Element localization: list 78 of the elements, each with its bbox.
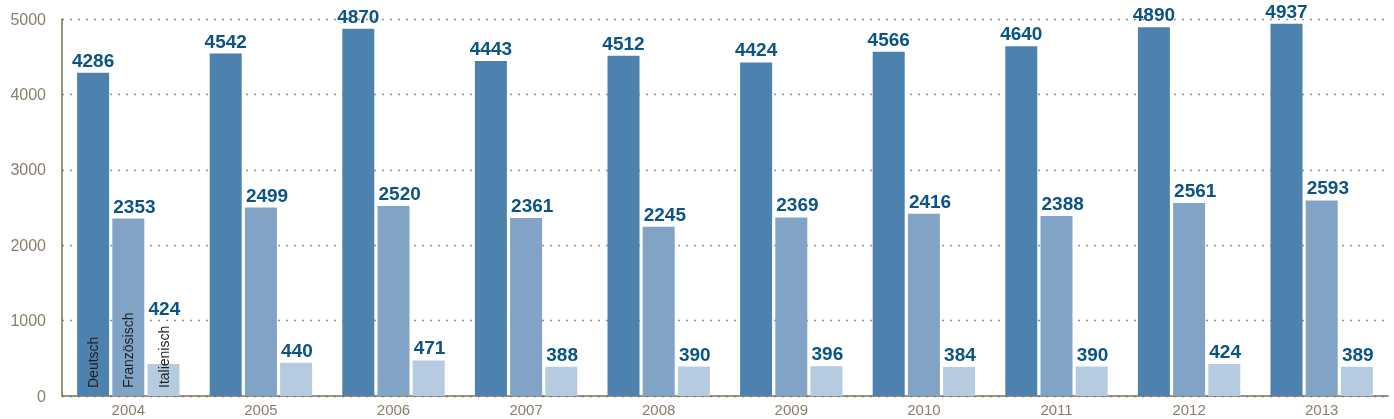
x-tick-label: 2004 <box>111 401 145 418</box>
data-label: 440 <box>281 339 313 361</box>
bar <box>642 226 675 396</box>
data-label: 4542 <box>204 30 247 52</box>
data-label: 4890 <box>1132 4 1176 26</box>
bar <box>607 55 640 396</box>
data-label: 390 <box>678 343 711 365</box>
bar <box>1270 23 1303 396</box>
data-label: 471 <box>413 337 446 359</box>
data-label: 2388 <box>1041 192 1084 214</box>
x-tick-label: 2007 <box>509 401 543 418</box>
bar <box>740 62 773 396</box>
y-tick-label: 2000 <box>10 236 47 254</box>
x-tick-label: 2013 <box>1305 401 1339 418</box>
series-label: Deutsch <box>85 336 102 388</box>
data-label: 424 <box>148 297 181 319</box>
data-label: 2369 <box>776 194 819 216</box>
bar <box>412 360 445 396</box>
bar <box>1173 202 1206 396</box>
bar <box>77 72 110 396</box>
data-label: 388 <box>546 343 578 365</box>
data-label: 4286 <box>71 49 115 71</box>
y-tick-label: 4000 <box>10 85 47 103</box>
bar <box>112 218 145 396</box>
data-label: 2416 <box>908 190 952 212</box>
data-label: 2520 <box>378 182 421 204</box>
bar <box>943 367 976 396</box>
data-label: 2245 <box>643 203 687 225</box>
bar <box>872 51 905 396</box>
data-label: 390 <box>1076 343 1109 365</box>
data-label: 2561 <box>1174 179 1217 201</box>
x-tick-label: 2006 <box>376 401 411 418</box>
bar <box>342 28 375 396</box>
x-tick-label: 2008 <box>642 401 676 418</box>
bar <box>1305 200 1338 396</box>
series-label: Französisch <box>120 312 137 388</box>
bar <box>377 205 410 396</box>
bar <box>677 366 710 396</box>
data-label: 4443 <box>469 38 513 59</box>
bar <box>280 362 313 396</box>
data-label: 2593 <box>1306 177 1349 199</box>
bar <box>1075 366 1108 396</box>
bar <box>775 217 808 396</box>
y-tick-label: 3000 <box>10 161 47 179</box>
bar <box>1208 364 1241 396</box>
data-label: 4566 <box>867 28 910 50</box>
x-tick-label: 2005 <box>244 401 278 418</box>
data-label: 4512 <box>602 32 645 54</box>
data-label: 2361 <box>511 194 554 216</box>
bar <box>810 366 843 396</box>
data-label: 4937 <box>1265 0 1308 22</box>
bar <box>209 53 242 396</box>
x-tick-label: 2009 <box>774 401 808 418</box>
y-tick-label: 5000 <box>10 10 47 28</box>
data-label: 384 <box>944 344 977 366</box>
data-label: 2499 <box>245 184 289 206</box>
data-label: 424 <box>1209 341 1242 363</box>
bar <box>1040 215 1073 396</box>
data-label: 389 <box>1341 343 1374 365</box>
y-tick-label: 0 <box>37 387 47 405</box>
y-tick-label: 1000 <box>10 312 47 330</box>
data-label: 4424 <box>734 39 778 61</box>
x-tick-label: 2011 <box>1040 401 1073 418</box>
text: Italienisch <box>155 325 172 388</box>
bar <box>1137 27 1170 396</box>
x-tick-label: 2010 <box>907 401 941 418</box>
bar <box>474 61 507 396</box>
x-tick-label: 2012 <box>1172 401 1206 418</box>
bar <box>1005 46 1038 396</box>
data-label: 4870 <box>337 5 380 27</box>
bar <box>510 217 543 396</box>
data-label: 2353 <box>113 195 156 217</box>
bar <box>244 207 277 396</box>
bar <box>545 366 578 396</box>
data-label: 396 <box>811 343 844 365</box>
data-label: 4640 <box>1000 23 1043 45</box>
bar <box>1340 366 1373 396</box>
bar <box>907 213 940 396</box>
